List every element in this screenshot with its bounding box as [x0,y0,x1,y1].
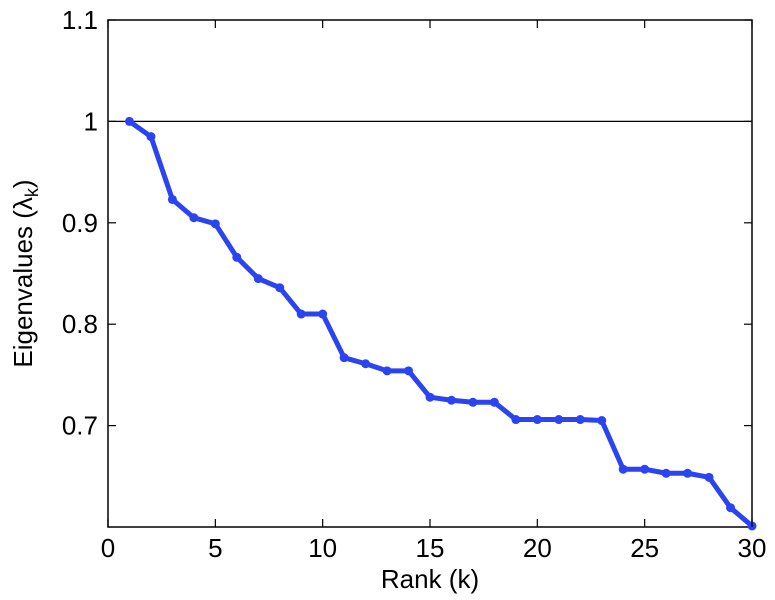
y-axis-label-suffix: ) [8,179,38,188]
data-point [661,468,671,478]
data-point [167,194,177,204]
data-point [425,392,435,402]
y-axis-label: Eigenvalues (λk) [8,179,42,367]
y-tick-label: 0.7 [62,411,98,441]
labels-layer: Rank (k) Eigenvalues (λk) [8,179,479,594]
x-tick-label: 25 [630,533,659,563]
data-point [232,252,242,262]
data-point [489,397,499,407]
ticks-layer: 0 5 10 15 20 25 30 0.7 0.8 0.9 1 1.1 [62,5,767,563]
plot-area [107,19,753,528]
y-axis-label-subscript: k [22,187,42,197]
x-tick-label: 30 [738,533,767,563]
data-point [253,274,263,284]
data-point [532,415,542,425]
data-point [124,116,134,126]
data-point [382,366,392,376]
plot-frame [107,19,753,528]
x-axis-label: Rank (k) [381,564,479,594]
x-tick-label: 0 [101,533,115,563]
data-point [597,416,607,426]
data-point [468,397,478,407]
data-point [726,503,736,513]
y-tick-label: 0.8 [62,309,98,339]
y-tick-label: 1.1 [62,5,98,35]
y-tick-label: 1 [84,106,98,136]
data-point [446,395,456,405]
data-point [189,213,199,223]
data-point [146,132,156,142]
x-tick-label: 5 [208,533,222,563]
x-tick-label: 15 [416,533,445,563]
series-layer [124,116,757,531]
data-point [210,219,220,229]
x-tick-label: 20 [523,533,552,563]
data-point [618,464,628,474]
data-point [318,309,328,319]
y-tick-label: 0.9 [62,208,98,238]
data-point [404,366,414,376]
data-point [511,415,521,425]
data-point [296,309,306,319]
y-axis-label-prefix: Eigenvalues ( [8,210,38,368]
data-point [339,353,349,363]
data-point [704,472,714,482]
data-point [361,359,371,369]
data-point [554,415,564,425]
data-point [683,468,693,478]
y-axis-label-symbol: λ [8,197,38,210]
x-tick-label: 10 [308,533,337,563]
data-point [640,464,650,474]
data-point [275,283,285,293]
data-point [575,415,585,425]
